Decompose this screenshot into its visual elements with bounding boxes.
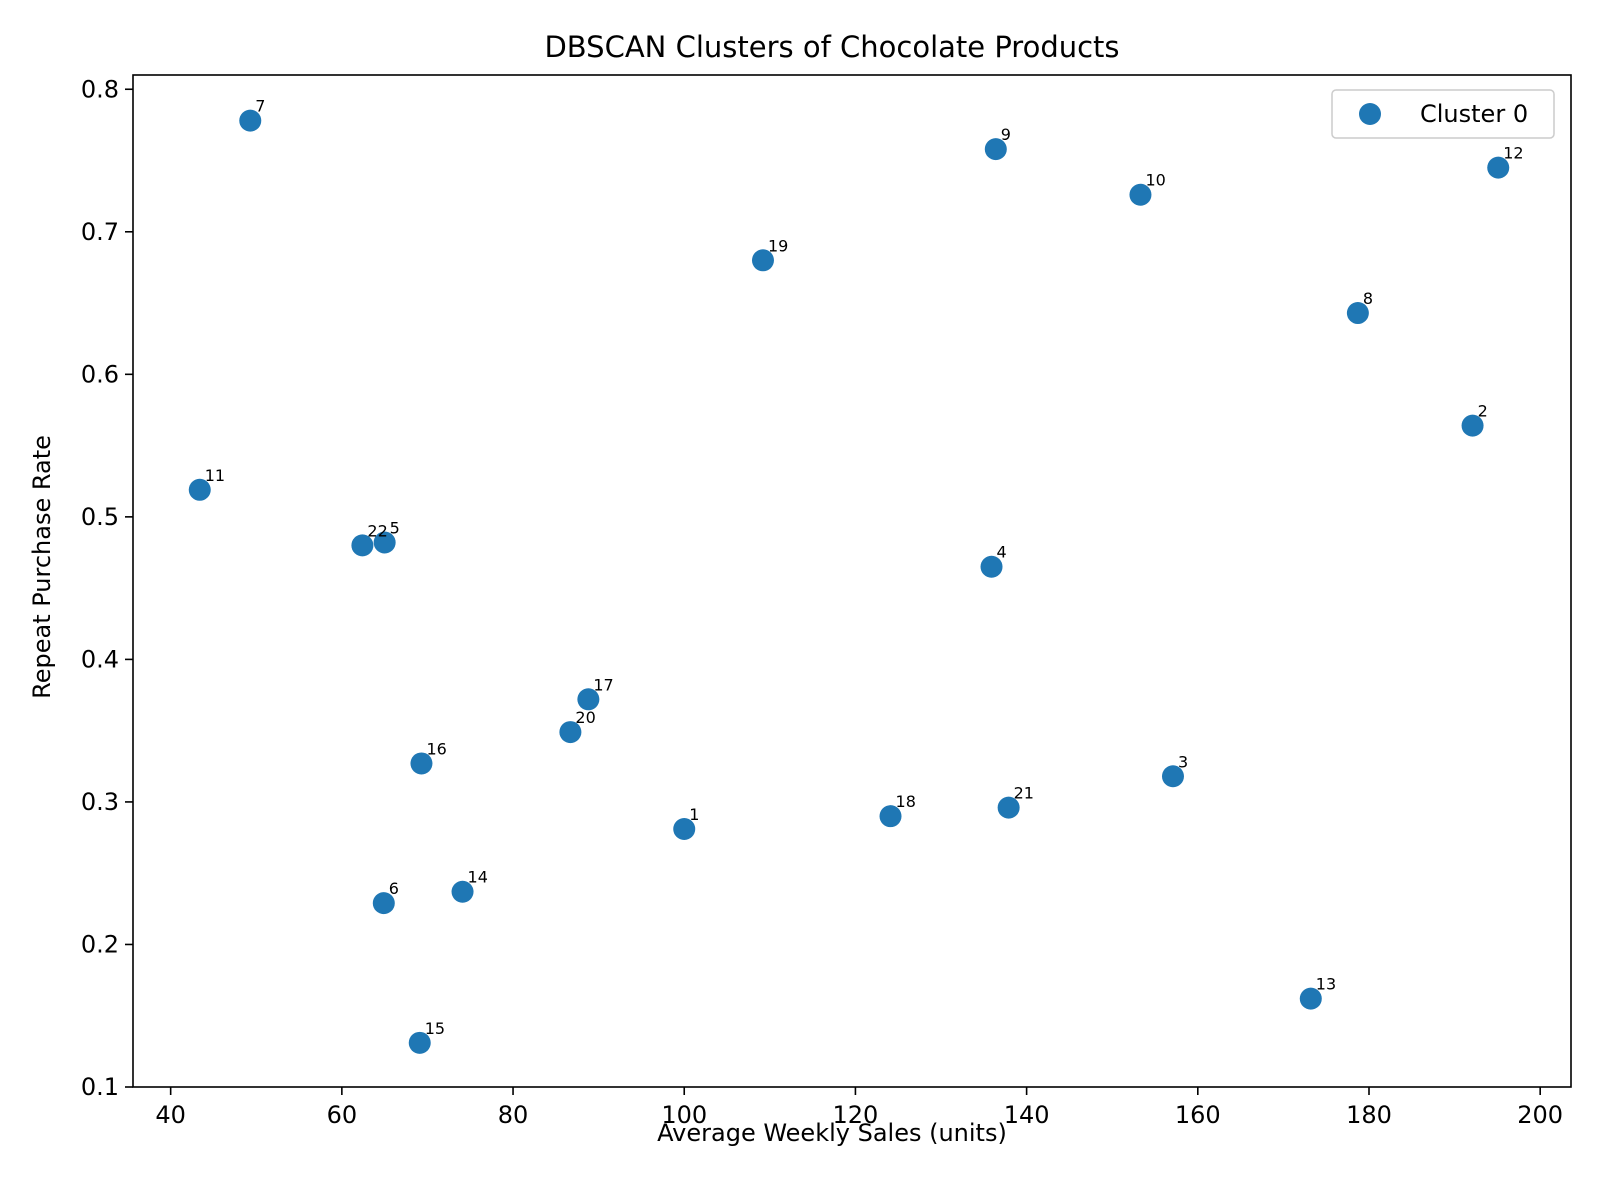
data-point — [980, 555, 1003, 578]
data-point — [351, 534, 374, 557]
y-tick-label: 0.4 — [81, 645, 119, 673]
x-tick-label: 200 — [1517, 1101, 1563, 1129]
x-axis-label: Average Weekly Sales (units) — [657, 1119, 1007, 1147]
y-tick-label: 0.6 — [81, 360, 119, 388]
data-point — [1161, 765, 1184, 788]
x-tick-label: 40 — [155, 1101, 186, 1129]
data-point — [1487, 156, 1510, 179]
point-label: 9 — [1001, 125, 1011, 144]
legend-box — [1331, 89, 1555, 139]
point-label: 14 — [468, 868, 488, 887]
point-label: 12 — [1503, 144, 1523, 163]
data-points — [188, 109, 1510, 1054]
data-point — [408, 1031, 431, 1054]
legend-label: Cluster 0 — [1420, 100, 1528, 128]
point-label: 8 — [1363, 289, 1373, 308]
point-label: 1 — [689, 805, 699, 824]
data-point — [1299, 987, 1322, 1010]
point-label: 18 — [896, 792, 916, 811]
y-tick-label: 0.1 — [81, 1073, 119, 1101]
y-tick-label: 0.2 — [81, 930, 119, 958]
x-tick-label: 120 — [833, 1101, 879, 1129]
x-tick-label: 180 — [1346, 1101, 1392, 1129]
plot-frame — [132, 74, 1572, 1088]
point-label: 6 — [389, 879, 399, 898]
data-point — [673, 818, 696, 841]
y-axis-label: Repeat Purchase Rate — [28, 435, 56, 699]
point-label: 4 — [997, 543, 1007, 562]
data-point — [372, 892, 395, 915]
data-point — [751, 249, 774, 272]
point-label: 5 — [390, 519, 400, 538]
legend: Cluster 0 — [1331, 89, 1555, 139]
y-tick-label: 0.7 — [81, 218, 119, 246]
x-tick-label: 60 — [327, 1101, 358, 1129]
y-tick-label: 0.3 — [81, 788, 119, 816]
y-tick-label: 0.8 — [81, 75, 119, 103]
point-label: 15 — [425, 1019, 445, 1038]
point-label: 11 — [205, 466, 225, 485]
data-point — [188, 478, 211, 501]
point-label: 22 — [367, 521, 387, 540]
point-label: 19 — [768, 236, 788, 255]
point-label: 7 — [255, 97, 265, 116]
data-point — [1129, 183, 1152, 206]
point-label: 20 — [575, 708, 595, 727]
data-point — [984, 138, 1007, 161]
data-point — [879, 805, 902, 828]
point-label: 2 — [1478, 402, 1488, 421]
y-tick-label: 0.5 — [81, 503, 119, 531]
data-point — [451, 880, 474, 903]
x-tick-label: 160 — [1175, 1101, 1221, 1129]
x-tick-label: 140 — [1004, 1101, 1050, 1129]
data-point — [577, 688, 600, 711]
point-label: 21 — [1014, 784, 1034, 803]
x-tick-label: 80 — [498, 1101, 529, 1129]
point-label: 16 — [426, 739, 446, 758]
data-point — [373, 531, 396, 554]
x-tick-label: 100 — [661, 1101, 707, 1129]
data-point — [997, 796, 1020, 819]
point-label: 17 — [593, 675, 613, 694]
data-point — [1461, 414, 1484, 437]
point-label: 13 — [1316, 975, 1336, 994]
point-label: 10 — [1145, 171, 1165, 190]
point-label: 3 — [1178, 752, 1188, 771]
data-point — [239, 109, 262, 132]
data-point — [410, 752, 433, 775]
chart-title: DBSCAN Clusters of Chocolate Products — [544, 30, 1119, 64]
data-point — [1346, 302, 1369, 325]
axes: 40 60 80 100 120 140 160 180 2000.10.20.30.40.50… — [81, 74, 1572, 1129]
legend-marker — [1359, 103, 1381, 125]
data-point — [559, 721, 582, 744]
